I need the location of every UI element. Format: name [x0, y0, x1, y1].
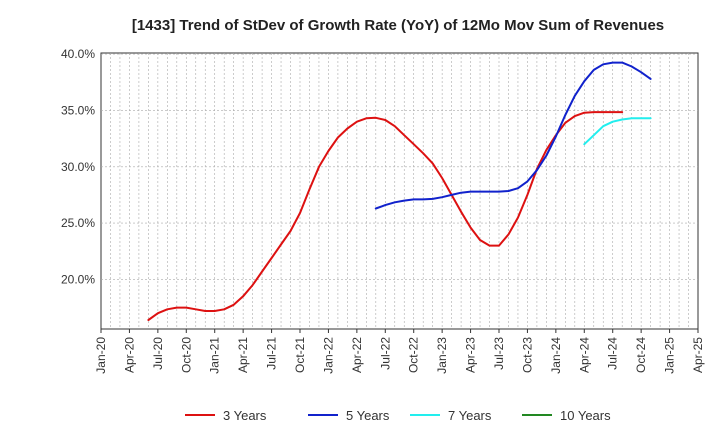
y-tick-label: 35.0% [61, 103, 95, 117]
x-tick-label: Apr-20 [122, 337, 136, 373]
series-line-5-years [374, 61, 652, 210]
y-tick-label: 30.0% [61, 160, 95, 174]
x-tick-label: Oct-24 [634, 337, 648, 373]
x-tick-label: Oct-21 [293, 337, 307, 373]
x-tick-label: Apr-22 [350, 337, 364, 373]
x-tick-label: Jan-21 [208, 337, 222, 374]
x-tick-label: Jul-24 [606, 337, 620, 370]
y-tick-label: 25.0% [61, 216, 95, 230]
x-tick-label: Jan-20 [94, 337, 108, 374]
x-tick-label: Apr-24 [577, 337, 591, 373]
series-line-7-years [583, 117, 652, 146]
series-line-3-years [147, 111, 624, 321]
x-tick-label: Jan-24 [549, 337, 563, 374]
chart-title: [1433] Trend of StDev of Growth Rate (Yo… [132, 17, 664, 34]
legend-label-7-years: 7 Years [448, 408, 492, 423]
series-lines [147, 61, 652, 321]
x-tick-label: Jul-20 [151, 337, 165, 370]
y-axis-ticks: 20.0% 25.0% 30.0% 35.0% 40.0% [61, 47, 95, 286]
x-tick-label: Jan-25 [663, 337, 677, 374]
x-tick-label: Apr-25 [691, 337, 705, 373]
x-tick-label: Apr-23 [464, 337, 478, 373]
y-tick-label: 20.0% [61, 272, 95, 286]
x-tick-label: Apr-21 [236, 337, 250, 373]
plot-area [100, 52, 699, 330]
x-tick-label: Oct-20 [179, 337, 193, 373]
legend-label-10-years: 10 Years [560, 408, 611, 423]
x-tick-label: Jan-23 [435, 337, 449, 374]
x-tick-label: Jul-21 [265, 337, 279, 370]
x-tick-label: Jul-23 [492, 337, 506, 370]
x-axis-ticks: Jan-20 Apr-20 Jul-20 Oct-20 Jan-21 Apr-21 Jul-… [94, 329, 705, 374]
x-tick-label: Jan-22 [321, 337, 335, 374]
y-tick-label: 40.0% [61, 47, 95, 61]
x-tick-label: Oct-23 [520, 337, 534, 373]
x-tick-label: Jul-22 [378, 337, 392, 370]
grid [101, 53, 698, 329]
legend: 3 Years 5 Years 7 Years 10 Years [185, 408, 611, 423]
legend-label-5-years: 5 Years [346, 408, 390, 423]
x-tick-label: Oct-22 [407, 337, 421, 373]
legend-label-3-years: 3 Years [223, 408, 267, 423]
